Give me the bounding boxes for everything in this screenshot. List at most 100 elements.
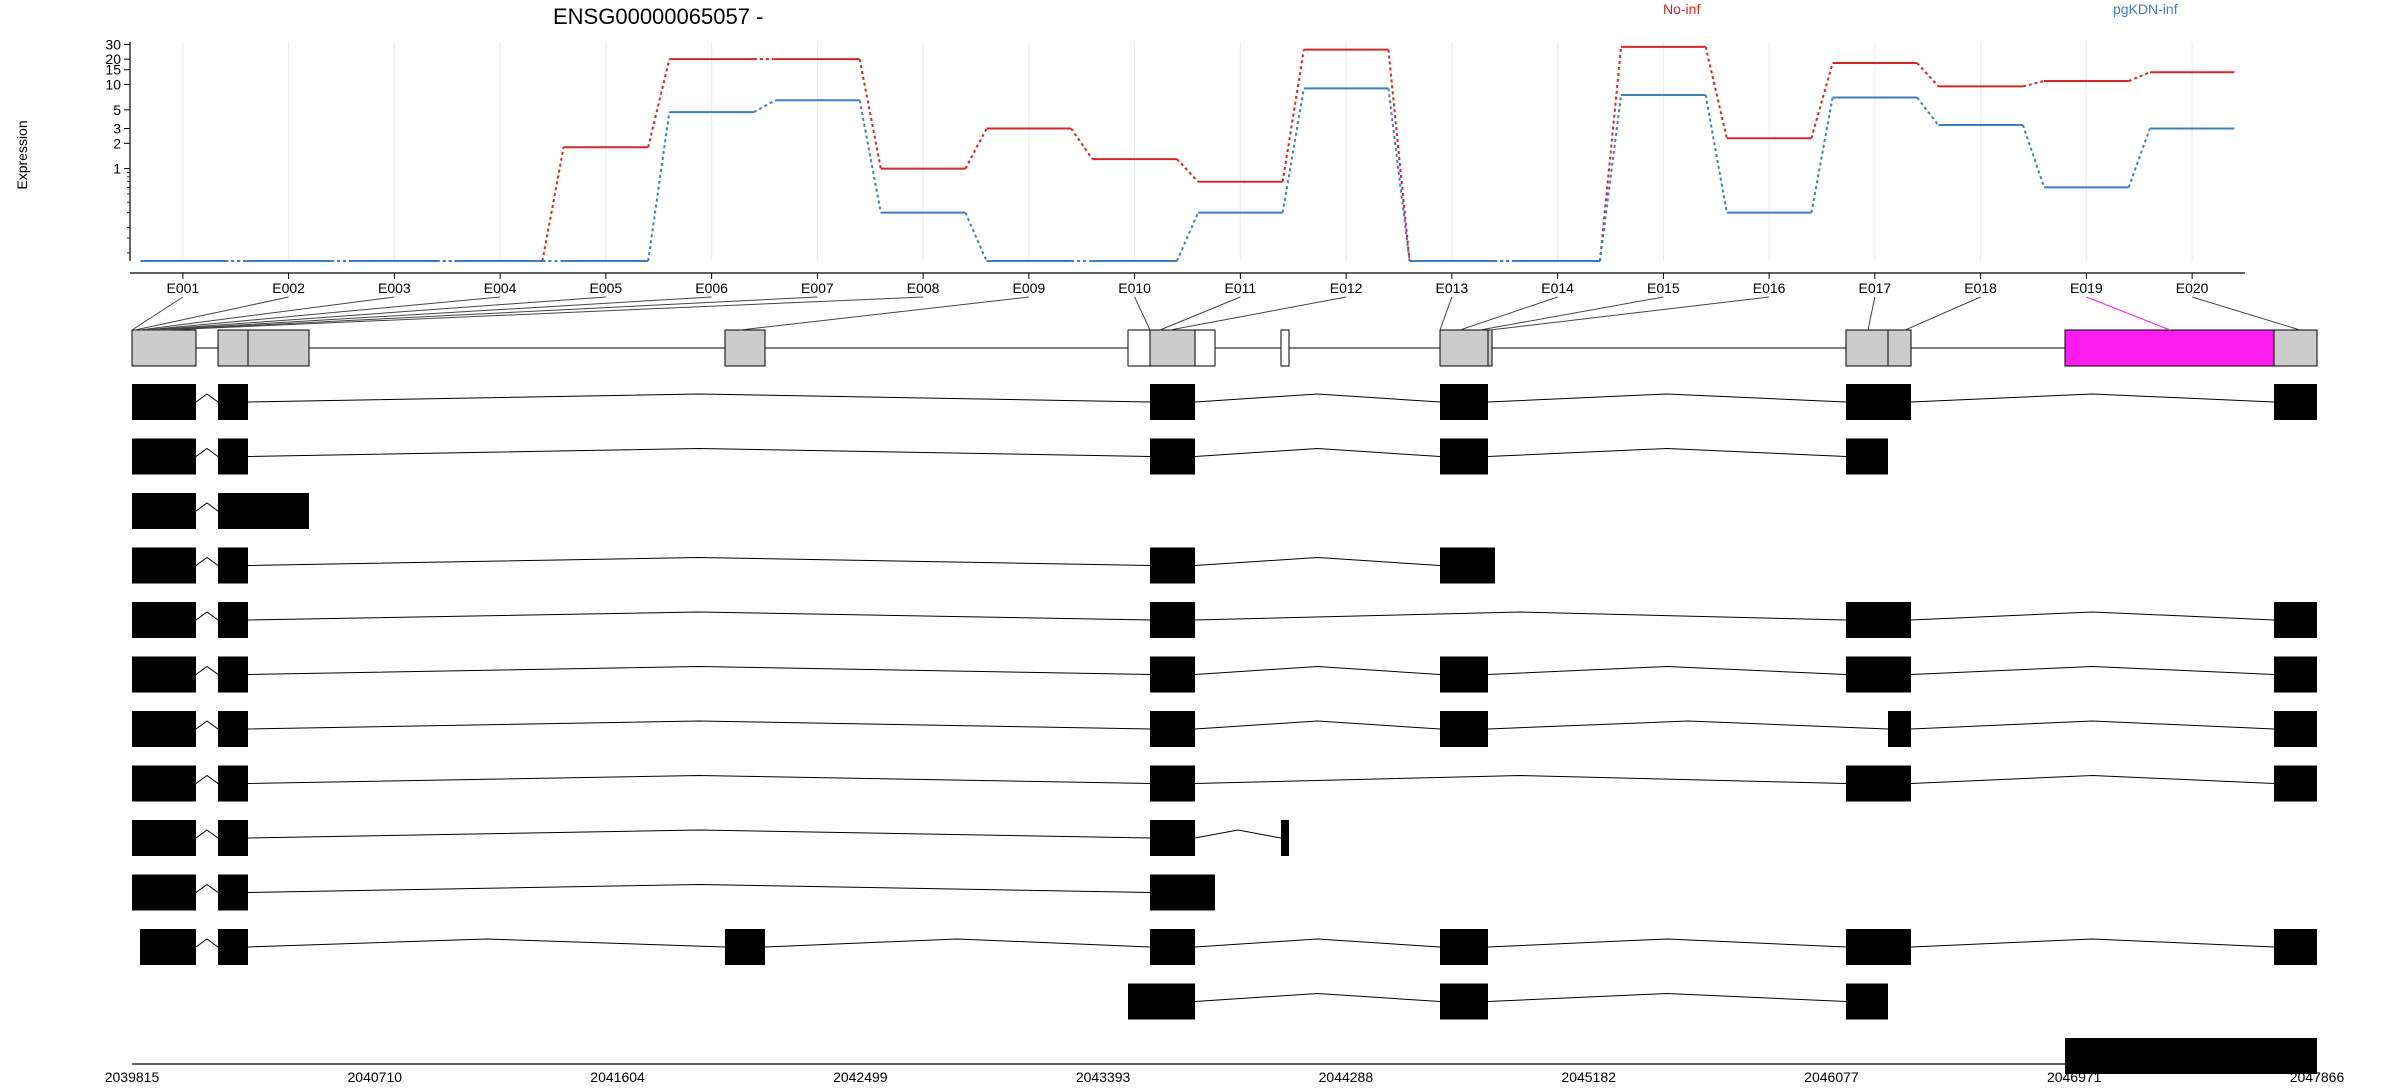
transcript-track <box>132 656 2317 693</box>
intron-line <box>247 447 1151 457</box>
intron-line <box>195 447 219 457</box>
coordinate-label: 2040710 <box>348 1069 403 1085</box>
transcript-exon <box>2274 384 2317 420</box>
coordinate-label: 2042499 <box>833 1069 888 1085</box>
intron-line <box>195 720 219 730</box>
x-tick-label: E015 <box>1647 280 1680 296</box>
intron-line <box>195 556 219 566</box>
coordinate-label: 2046971 <box>2047 1069 2102 1085</box>
series-connector <box>1176 212 1199 262</box>
y-tick-label: 20 <box>105 51 121 67</box>
intron-line <box>195 611 219 621</box>
exon-block <box>217 329 249 367</box>
transcript-track <box>132 874 1215 911</box>
exon-block <box>1280 329 1290 367</box>
exon-link-line <box>1169 296 1347 331</box>
series-connector <box>1916 96 1940 126</box>
x-tick-label: E020 <box>2176 280 2209 296</box>
transcript-exon <box>1846 438 1888 475</box>
intron-line <box>1487 665 1847 675</box>
exon-link-line <box>1134 296 1151 331</box>
transcript-exon <box>1150 547 1195 584</box>
transcript-track <box>132 711 2317 747</box>
transcript-exon <box>1440 983 1488 1020</box>
x-tick-label: E002 <box>272 280 305 296</box>
exon-block <box>131 329 197 367</box>
y-tick-label: 10 <box>105 77 121 93</box>
series-no-inf <box>140 45 2235 262</box>
exon-link-line <box>1439 296 1453 331</box>
series-connector <box>2127 128 2151 188</box>
x-tick-label: E010 <box>1118 280 1151 296</box>
intron-line <box>1194 611 1847 621</box>
coordinate-label: 2043393 <box>1076 1069 1131 1085</box>
transcript-exon <box>218 711 248 747</box>
transcript-exon <box>218 547 248 584</box>
intron-line <box>1194 774 1847 784</box>
series-connector <box>2021 124 2046 188</box>
transcript-exon <box>1440 711 1488 747</box>
series-connector <box>1281 49 1305 182</box>
transcript-exon <box>1846 765 1911 802</box>
coordinate-label: 2044288 <box>1319 1069 1374 1085</box>
x-tick-label: E013 <box>1436 280 1469 296</box>
transcript-exon <box>1440 929 1488 965</box>
transcript-exon <box>1150 384 1195 420</box>
chart-title: ENSG00000065057 - <box>553 4 763 29</box>
intron-line <box>247 393 1151 403</box>
exon-block <box>2273 329 2318 367</box>
x-tick-label: E009 <box>1013 280 1046 296</box>
transcript-exon <box>132 874 196 911</box>
intron-line <box>1910 938 2275 948</box>
series-connector <box>1598 94 1623 262</box>
x-tick-label: E006 <box>695 280 728 296</box>
x-tick-label: E019 <box>2070 280 2103 296</box>
series-connector <box>1810 97 1834 213</box>
exon-link-line <box>1489 296 1770 331</box>
transcript-exon <box>2274 929 2317 965</box>
y-tick-label: 5 <box>113 102 121 118</box>
transcript-exon <box>2274 711 2317 747</box>
exon-link-line <box>2191 296 2301 331</box>
exon-link-line <box>1904 296 1981 331</box>
exon-link-line <box>739 296 1029 331</box>
genome-coordinate-axis: 2039815 2040710 2041604 2042499 2043393 20442… <box>105 1063 2344 1085</box>
intron-line <box>195 829 219 839</box>
transcript-exon <box>1128 983 1195 1020</box>
gene-model <box>131 296 2318 367</box>
intron-line <box>1487 720 1889 730</box>
x-tick-label: E004 <box>484 280 517 296</box>
intron-line <box>1487 992 1847 1002</box>
transcript-exon <box>1150 656 1195 693</box>
exon-link-line <box>1159 296 1241 331</box>
y-tick-label: 15 <box>105 62 121 78</box>
transcript-exon <box>1150 820 1195 856</box>
intron-line <box>247 665 1151 675</box>
series-connector <box>541 147 565 262</box>
transcript-exon <box>140 929 196 965</box>
intron-line <box>1487 447 1847 457</box>
series-connector <box>1176 158 1199 183</box>
series-connector <box>2022 80 2045 88</box>
series-connector <box>647 111 671 262</box>
intron-line <box>1910 665 2275 675</box>
transcript-exon <box>218 384 248 420</box>
legend-no-inf: No-inf <box>1663 1 1700 17</box>
transcript-track <box>1128 983 1888 1020</box>
transcript-exon <box>1846 656 1911 693</box>
exon-link-line <box>154 296 712 331</box>
intron-line <box>195 665 219 675</box>
exon-link-line <box>134 296 289 331</box>
intron-line <box>1910 393 2275 403</box>
transcript-exon <box>218 656 248 693</box>
transcript-exon <box>1440 656 1488 693</box>
series-connector <box>1387 88 1411 262</box>
exon-link-line <box>1867 296 1876 331</box>
transcript-exon <box>132 656 196 693</box>
transcript-exon <box>1888 711 1911 747</box>
x-tick-label: E018 <box>1964 280 1997 296</box>
intron-line <box>1194 447 1441 457</box>
x-tick-label: E001 <box>167 280 200 296</box>
transcript-exon <box>1150 438 1195 475</box>
